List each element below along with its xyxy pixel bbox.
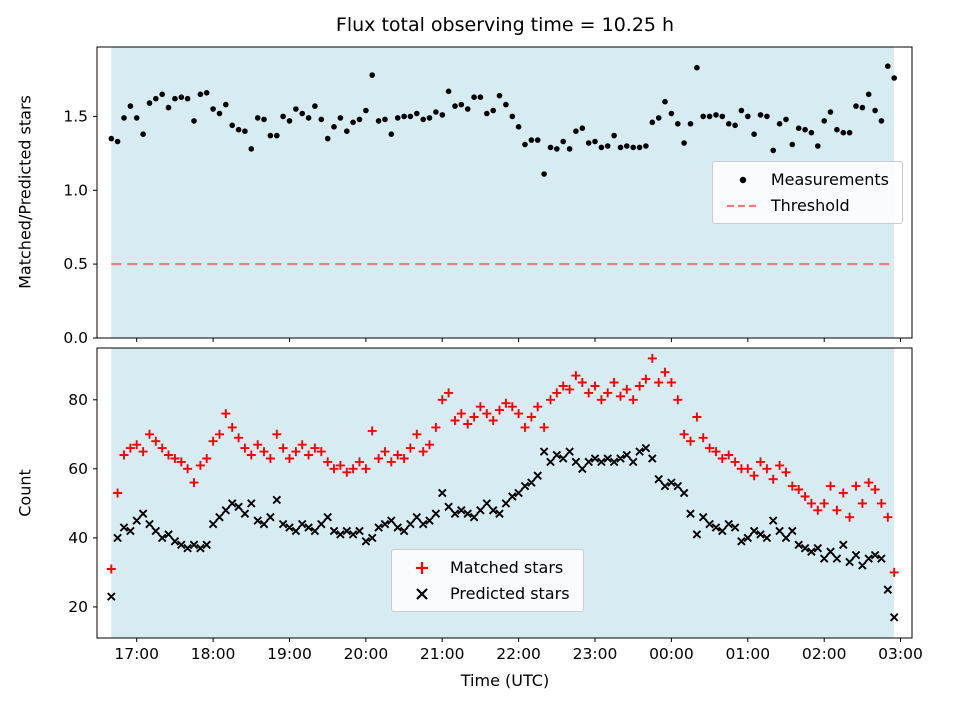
x-tick-label: 22:00: [496, 645, 541, 663]
y-tick-label: 1.5: [63, 107, 88, 125]
measurements-points: [108, 63, 897, 177]
y-tick-label: 1.0: [63, 181, 88, 199]
legend-item-predicted-stars: Predicted stars: [405, 584, 570, 603]
dot-marker-shape: [739, 176, 747, 183]
page-title: Flux total observing time = 10.25 h: [335, 14, 675, 36]
y-tick-label: 0.0: [63, 329, 88, 347]
x-tick-label: 01:00: [725, 645, 770, 663]
plus-marker-shape: [416, 561, 428, 574]
x-axis-label: Time (UTC): [460, 671, 550, 690]
axes-spines: [96, 347, 913, 639]
y-tick-label: 80: [68, 391, 88, 409]
y-tick-label: 20: [68, 598, 88, 616]
measurements-dot-icon: [739, 176, 747, 183]
x-tick-label: 03:00: [878, 645, 923, 663]
x-tick-label: 20:00: [344, 645, 389, 663]
predicted-stars-points: [107, 443, 899, 622]
y-axis-label-count: Count: [15, 469, 35, 517]
axes-count: 20 40 60 80 17:00 18:00 19:00 20:00 21:00 22:00 23…: [68, 347, 923, 663]
y-axis-label-ratio: Matched/Predicted stars: [15, 95, 35, 289]
x-tick-label: 19:00: [267, 645, 312, 663]
y-tick-label: 40: [68, 529, 88, 547]
x-marker-shape: [416, 587, 428, 600]
matched-stars-points: [106, 353, 899, 577]
x-tick-label: 21:00: [420, 645, 465, 663]
x-tick-label: 23:00: [573, 645, 618, 663]
x-tick-label: 17:00: [114, 645, 159, 663]
legend-count: Matched stars Predicted stars: [391, 549, 584, 612]
axes-spines: [96, 46, 913, 339]
legend-item-matched-stars: Matched stars: [405, 558, 570, 577]
legend-ratio: Measurements Threshold: [711, 161, 903, 224]
threshold-dashed-line-icon: [726, 204, 759, 207]
y-tick-label: 60: [68, 460, 88, 478]
legend-item-measurements: Measurements: [726, 170, 889, 189]
y-tick-label: 0.5: [63, 255, 88, 273]
legend-label-measurements: Measurements: [770, 170, 889, 189]
x-tick-label: 02:00: [802, 645, 847, 663]
plus-marker-icon: [416, 561, 428, 574]
legend-label-matched-stars: Matched stars: [450, 558, 564, 577]
legend-label-threshold: Threshold: [770, 196, 850, 215]
x-tick-label: 00:00: [649, 645, 694, 663]
x-tick-label: 18:00: [191, 645, 236, 663]
legend-label-predicted-stars: Predicted stars: [450, 584, 570, 603]
x-marker-icon: [416, 587, 428, 600]
legend-item-threshold: Threshold: [726, 196, 889, 215]
